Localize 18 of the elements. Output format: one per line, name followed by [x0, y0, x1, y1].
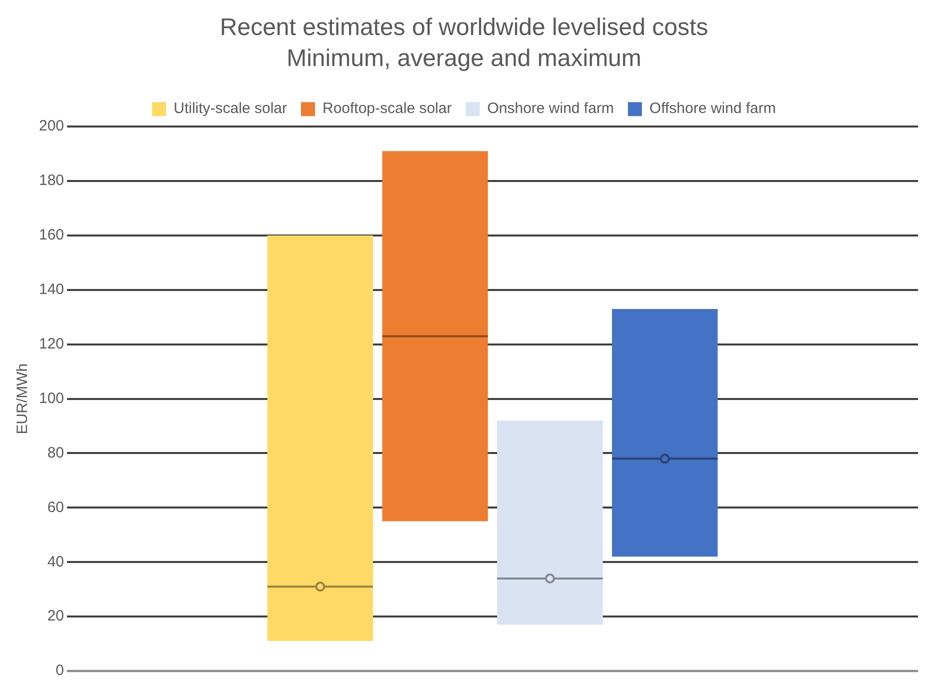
legend-label: Utility-scale solar: [174, 100, 287, 118]
y-tick-label: 0: [56, 662, 64, 680]
y-tick-label: 60: [47, 498, 64, 516]
y-tick-label: 200: [38, 118, 64, 135]
y-tick-label: 80: [47, 444, 64, 462]
y-tick-label: 140: [38, 281, 64, 298]
y-tick-label: 180: [38, 172, 64, 190]
y-tick-label: 160: [38, 226, 64, 244]
y-tick-label: 120: [38, 336, 64, 352]
legend-label: Onshore wind farm: [487, 100, 614, 118]
legend-label: Rooftop-scale solar: [322, 100, 452, 118]
chart-subtitle: Minimum, average and maximum: [286, 44, 642, 72]
y-axis-title: EUR/MWh: [14, 363, 32, 434]
y-tick-label: 20: [47, 608, 64, 625]
legend-label: Offshore wind farm: [649, 100, 776, 118]
chart-title: Recent estimates of worldwide levelised costs: [220, 14, 708, 42]
y-tick-label: 100: [38, 390, 64, 407]
y-tick-label: 40: [47, 553, 64, 570]
